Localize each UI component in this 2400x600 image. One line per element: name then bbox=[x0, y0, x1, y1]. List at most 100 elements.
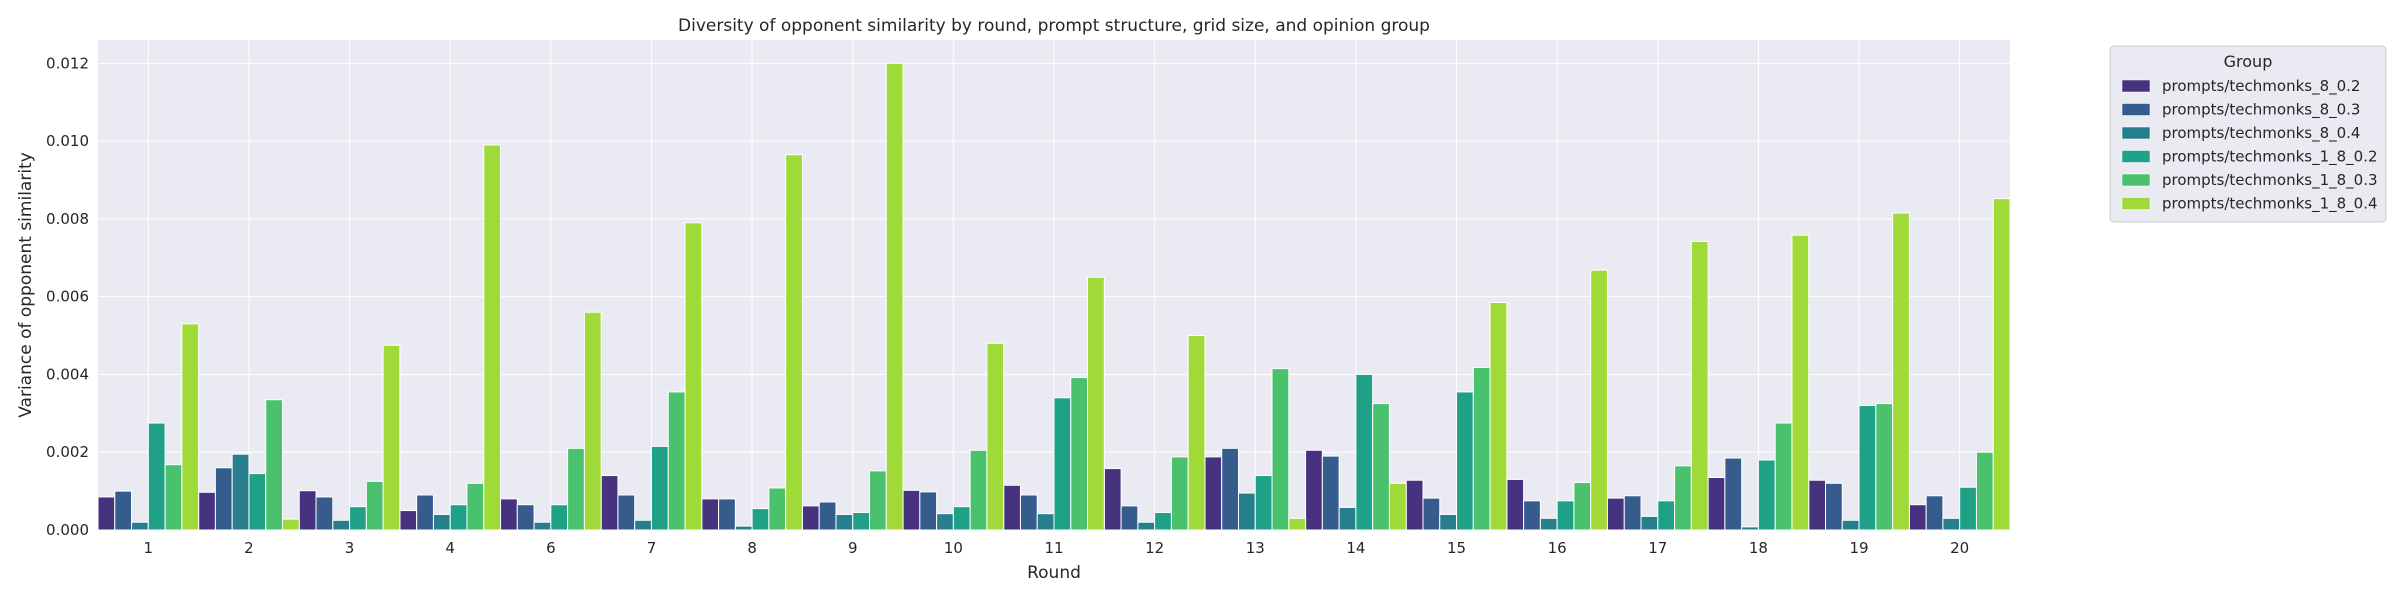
bar-0-12 bbox=[1103, 468, 1122, 531]
bar-2-16 bbox=[1539, 517, 1558, 531]
bar-5-12 bbox=[1187, 335, 1206, 531]
bar-1-14 bbox=[1321, 455, 1340, 531]
bar-4-14 bbox=[1372, 403, 1390, 531]
x-tick-label-17: 17 bbox=[1648, 539, 1667, 557]
bar-2-2 bbox=[231, 453, 250, 531]
y-tick-label-3: 0.006 bbox=[46, 288, 89, 306]
bar-1-20 bbox=[1925, 495, 1944, 531]
x-tick-label-6: 6 bbox=[546, 539, 556, 557]
legend-swatch-1 bbox=[2121, 103, 2151, 116]
legend-frame bbox=[2109, 45, 2387, 223]
bar-2-15 bbox=[1439, 513, 1458, 531]
bar-5-20 bbox=[1992, 198, 2011, 531]
y-axis-label: Variance of opponent similarity bbox=[16, 152, 36, 418]
bar-3-10 bbox=[952, 506, 971, 531]
bar-4-3 bbox=[365, 480, 384, 531]
bar-1-12 bbox=[1120, 505, 1139, 531]
legend-label-2: prompts/techmonks_8_0.4 bbox=[2162, 124, 2360, 143]
bar-2-18 bbox=[1741, 526, 1759, 531]
bar-3-2 bbox=[248, 473, 267, 531]
x-tick-label-10: 10 bbox=[944, 539, 963, 557]
bar-1-8 bbox=[718, 498, 736, 531]
x-tick-label-7: 7 bbox=[647, 539, 657, 557]
bar-2-8 bbox=[734, 525, 753, 531]
bar-5-17 bbox=[1690, 240, 1709, 531]
bar-4-18 bbox=[1774, 422, 1793, 531]
y-tick-label-4: 0.008 bbox=[46, 210, 89, 228]
bar-5-7 bbox=[684, 222, 703, 531]
bar-4-4 bbox=[466, 482, 485, 531]
bar-1-3 bbox=[315, 496, 334, 531]
bar-5-1 bbox=[181, 323, 200, 531]
bar-0-14 bbox=[1305, 449, 1323, 531]
bar-5-3 bbox=[382, 344, 401, 531]
bar-0-8 bbox=[701, 498, 720, 531]
y-tick-labels: 0.000 0.002 0.004 0.006 0.008 0.010 0.012 bbox=[46, 54, 89, 539]
legend-label-5: prompts/techmonks_1_8_0.4 bbox=[2162, 195, 2378, 214]
bar-0-4 bbox=[399, 510, 418, 531]
bar-4-1 bbox=[164, 464, 183, 531]
bar-0-18 bbox=[1707, 477, 1726, 531]
bar-0-1 bbox=[97, 496, 116, 531]
y-tick-label-1: 0.002 bbox=[46, 443, 89, 461]
bar-5-16 bbox=[1590, 269, 1608, 531]
bar-3-6 bbox=[550, 504, 569, 531]
bar-2-20 bbox=[1942, 517, 1961, 531]
bar-1-9 bbox=[818, 501, 837, 531]
bar-1-4 bbox=[416, 494, 434, 531]
legend-title: Group bbox=[2224, 52, 2273, 71]
x-tick-label-14: 14 bbox=[1346, 539, 1365, 557]
y-tick-label-5: 0.010 bbox=[46, 132, 89, 150]
chart-title: Diversity of opponent similarity by roun… bbox=[678, 16, 1430, 36]
bar-0-9 bbox=[801, 505, 820, 531]
bar-1-16 bbox=[1523, 500, 1541, 531]
legend-label-3: prompts/techmonks_1_8_0.2 bbox=[2162, 148, 2378, 167]
bar-3-17 bbox=[1657, 500, 1676, 531]
bar-0-19 bbox=[1808, 479, 1827, 531]
bar-4-17 bbox=[1674, 465, 1692, 531]
y-tick-label-6: 0.012 bbox=[46, 54, 89, 72]
bar-5-18 bbox=[1791, 234, 1810, 531]
bar-0-3 bbox=[298, 490, 317, 531]
x-tick-label-9: 9 bbox=[848, 539, 858, 557]
bar-2-13 bbox=[1237, 492, 1256, 531]
bar-1-7 bbox=[617, 494, 636, 531]
bar-4-10 bbox=[969, 449, 988, 531]
bar-1-6 bbox=[516, 504, 535, 531]
bar-3-20 bbox=[1959, 486, 1977, 531]
bar-0-7 bbox=[600, 475, 619, 531]
bar-5-10 bbox=[986, 342, 1005, 531]
bar-3-1 bbox=[147, 422, 166, 531]
bar-0-2 bbox=[198, 491, 216, 531]
bar-3-3 bbox=[349, 506, 367, 531]
bar-3-14 bbox=[1355, 373, 1374, 531]
x-tick-label-16: 16 bbox=[1548, 539, 1567, 557]
bar-3-13 bbox=[1254, 475, 1273, 531]
bar-5-2 bbox=[281, 518, 300, 531]
bar-4-8 bbox=[768, 487, 787, 531]
y-tick-label-0: 0.000 bbox=[46, 521, 89, 539]
bar-3-12 bbox=[1154, 512, 1172, 531]
bar-3-11 bbox=[1053, 397, 1072, 531]
x-tick-label-12: 12 bbox=[1145, 539, 1164, 557]
bar-0-16 bbox=[1506, 478, 1525, 531]
bar-1-15 bbox=[1422, 497, 1441, 531]
x-tick-label-19: 19 bbox=[1850, 539, 1869, 557]
x-tick-label-1: 1 bbox=[144, 539, 154, 557]
bar-2-7 bbox=[634, 519, 652, 531]
bar-2-12 bbox=[1137, 521, 1156, 531]
bar-4-19 bbox=[1875, 403, 1894, 531]
x-tick-label-18: 18 bbox=[1749, 539, 1768, 557]
bar-3-8 bbox=[751, 508, 770, 531]
x-tick-label-4: 4 bbox=[445, 539, 455, 557]
bar-4-15 bbox=[1472, 366, 1491, 531]
x-tick-label-20: 20 bbox=[1950, 539, 1969, 557]
bar-1-13 bbox=[1221, 447, 1239, 531]
bar-3-7 bbox=[650, 445, 669, 531]
bar-3-9 bbox=[852, 512, 871, 531]
bar-0-13 bbox=[1204, 456, 1223, 531]
y-tick-label-2: 0.004 bbox=[46, 365, 89, 383]
bars bbox=[97, 62, 2011, 531]
bar-1-17 bbox=[1623, 495, 1642, 531]
